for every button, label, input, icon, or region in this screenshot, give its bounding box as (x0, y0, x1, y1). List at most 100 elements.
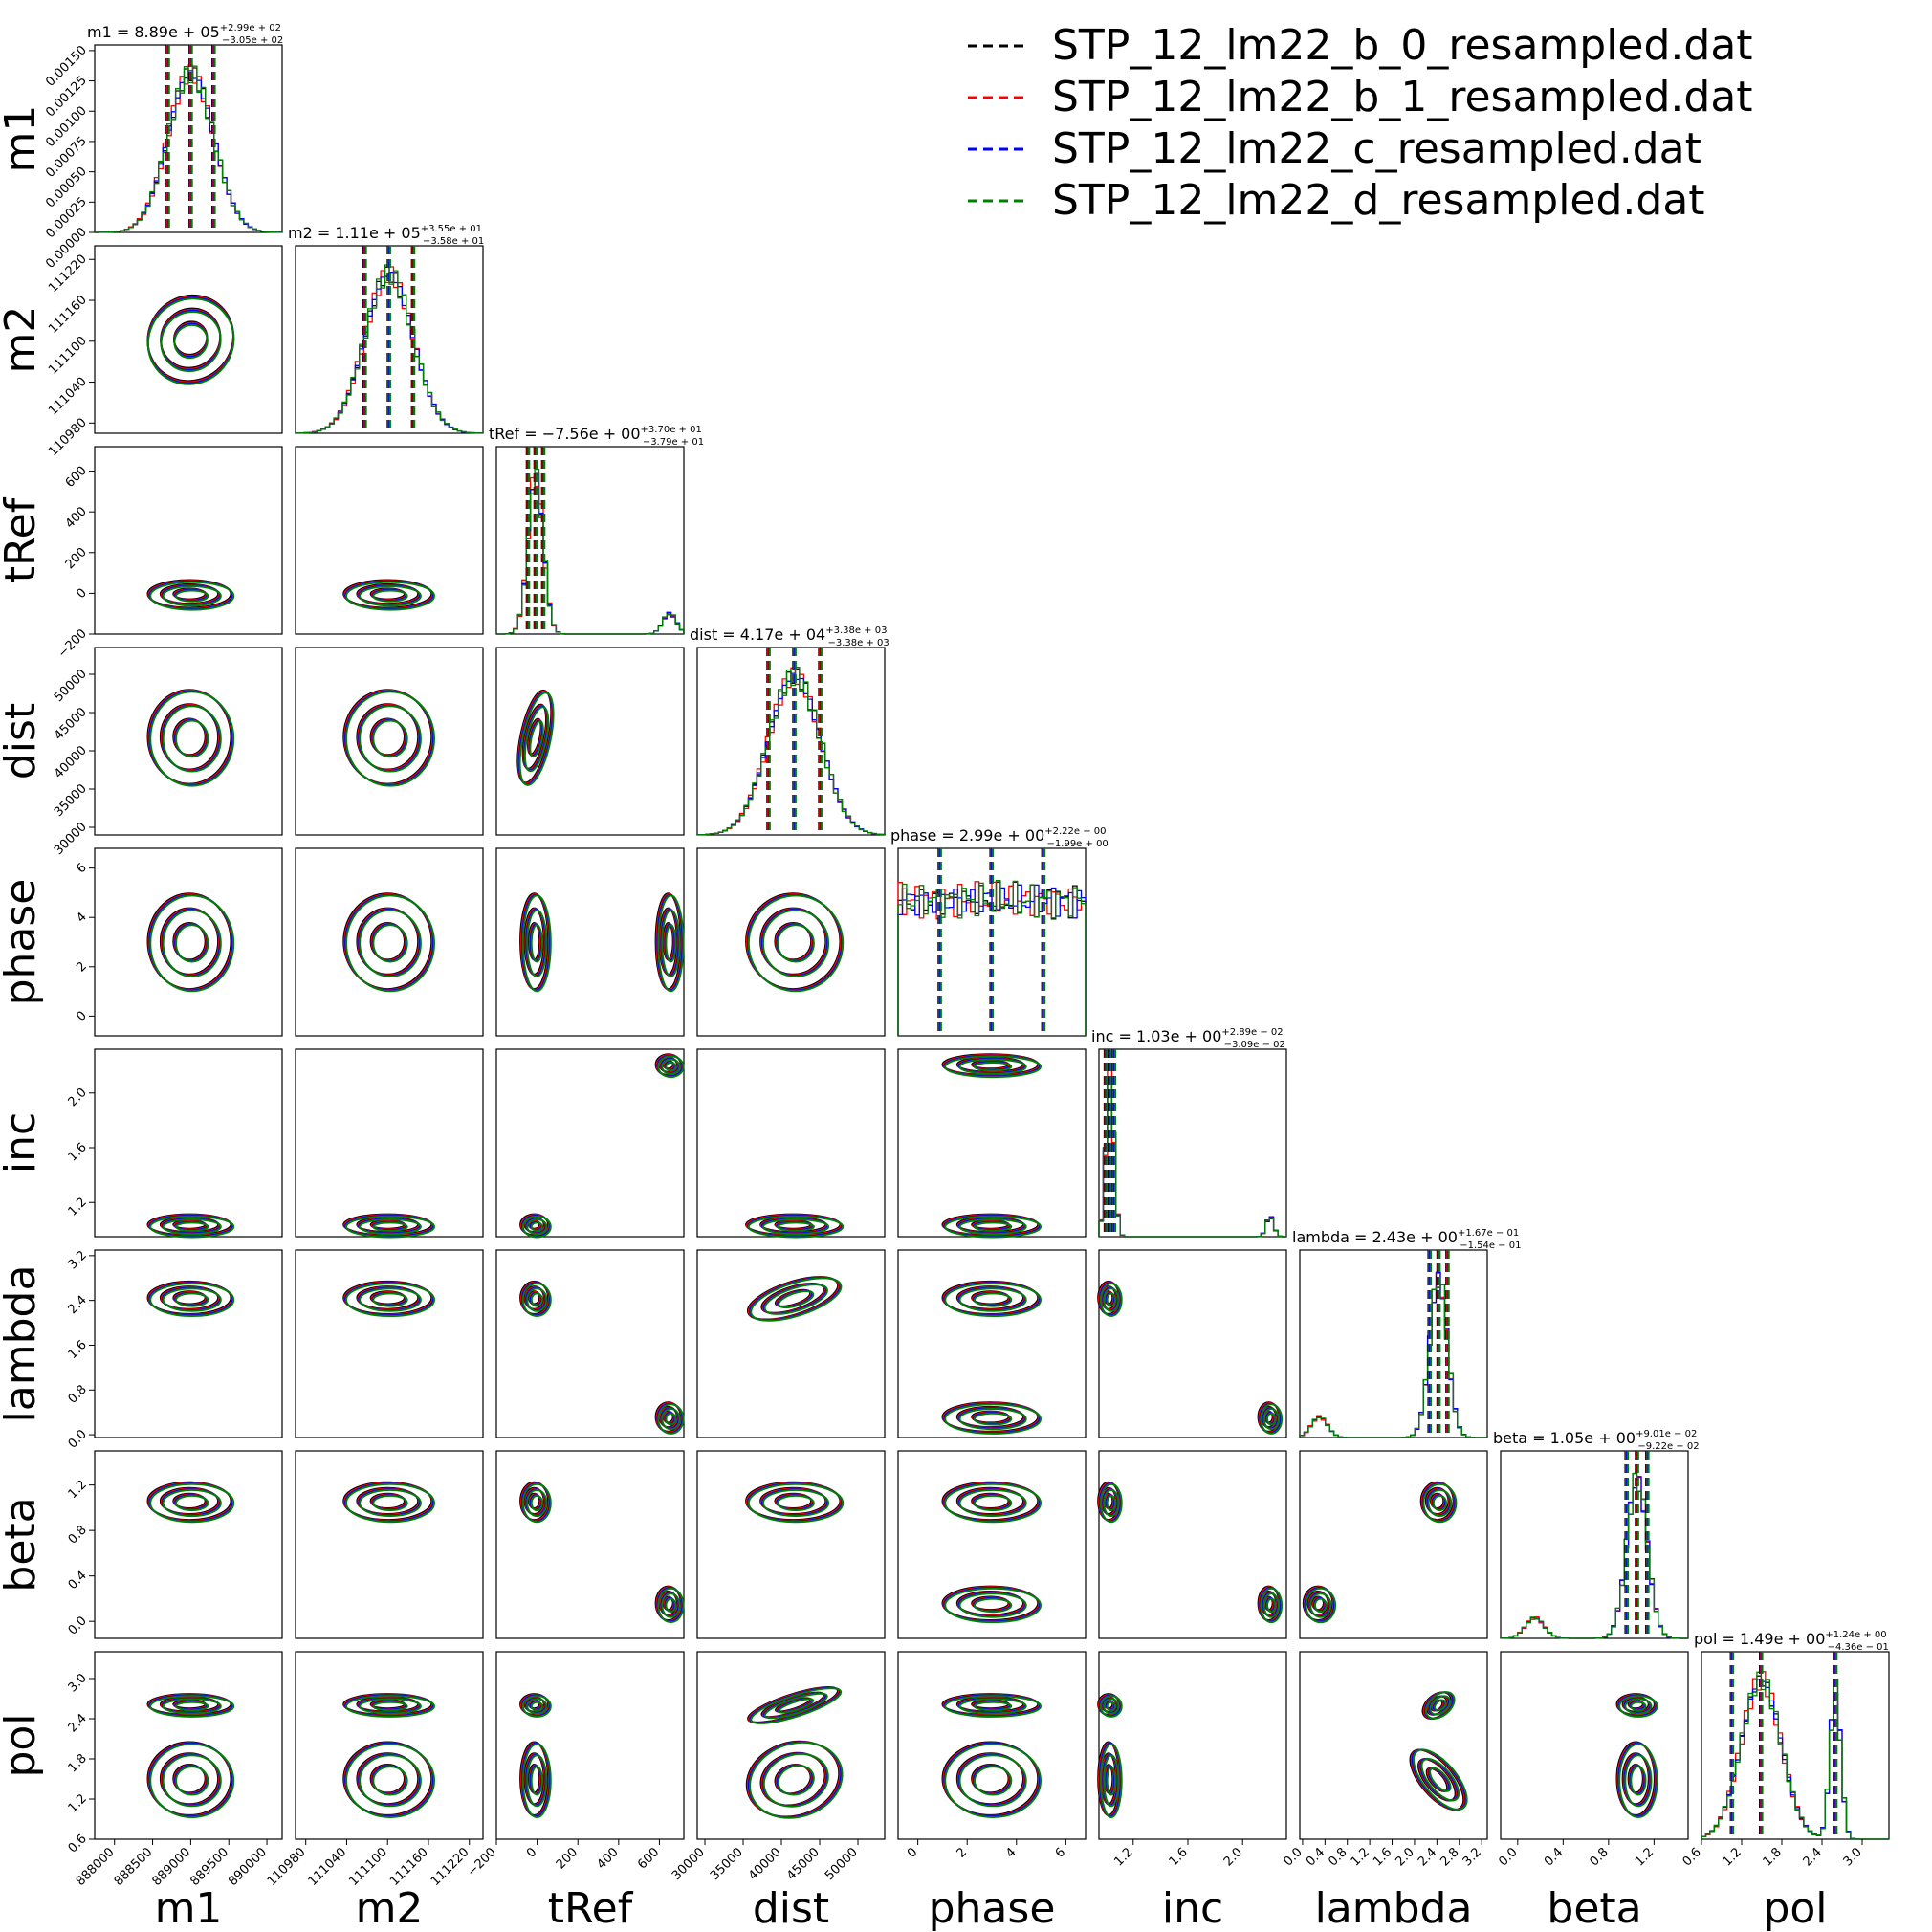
contour-line (973, 1292, 1013, 1307)
panel-frame (696, 847, 886, 1037)
x-tick-label: 30000 (670, 1845, 708, 1883)
contour-line (1106, 1494, 1117, 1512)
y-tick-label: 2 (74, 959, 89, 975)
contour-beta-vs-m2 (295, 1450, 484, 1639)
contour-line (777, 1765, 815, 1796)
contour-line (359, 1218, 422, 1236)
contour-line (521, 1695, 552, 1718)
histogram-pol: pol = 1.49e + 00+1.24e + 00 −4.36e − 01 0.… (1680, 1630, 1890, 1869)
contour-line (778, 1289, 815, 1309)
contour-line (175, 1292, 209, 1307)
histogram-inc: inc = 1.03e + 00+2.89e − 02 −3.09e − 02 (1091, 1027, 1287, 1238)
panel-frame (94, 1651, 283, 1840)
y-tick-label: 2.4 (66, 1711, 90, 1735)
contour-line (747, 894, 845, 993)
histogram-annotation: lambda = 2.43e + 00+1.67e − 01 −1.54e − 0… (1292, 1228, 1521, 1251)
contour-line (665, 924, 677, 963)
contour-line (1099, 1482, 1123, 1524)
contour-line (958, 1488, 1027, 1518)
contour-line (778, 1698, 815, 1714)
y-tick-label: 0.8 (66, 1523, 90, 1547)
contour-lambda-vs-m2 (295, 1249, 484, 1438)
x-axis-label-m1: m1 (155, 1884, 223, 1932)
contour-line (761, 1218, 830, 1236)
contour-beta-vs-m1: 0.0 0.4 0.8 1.2 (66, 1450, 283, 1639)
contour-line (1429, 1767, 1452, 1792)
contour-line (1305, 1587, 1337, 1624)
y-axis-label-phase: phase (0, 879, 45, 1006)
contour-inc-vs-m2 (295, 1048, 484, 1239)
contour-line (149, 1695, 235, 1718)
contour-line (372, 719, 408, 758)
contour-line (657, 1403, 685, 1435)
contour-line (750, 1687, 843, 1724)
histogram-step (1299, 1284, 1487, 1438)
contour-line (345, 1695, 435, 1718)
y-tick-label: 111040 (46, 375, 90, 419)
x-tick-label: 111040 (306, 1845, 350, 1889)
contour-line (1422, 1482, 1458, 1524)
contour-line (359, 705, 422, 773)
x-tick-label: 2.0 (1221, 1845, 1245, 1869)
panel-frame (696, 1450, 886, 1639)
contour-line (973, 1494, 1013, 1512)
contour-line (521, 894, 552, 993)
contour-line (661, 909, 681, 977)
legend-label: STP_12_lm22_c_resampled.dat (1052, 124, 1701, 173)
contour-line (372, 924, 408, 963)
histogram-lambda: lambda = 2.43e + 00+1.67e − 01 −1.54e − 0… (1292, 1228, 1521, 1438)
contour-line (958, 1287, 1027, 1312)
x-tick-label: 0.6 (1680, 1845, 1704, 1869)
y-tick-label: 0.0 (66, 1427, 90, 1451)
x-tick-label: 111220 (428, 1845, 472, 1889)
contour-line (973, 1597, 1013, 1614)
contour-line (1103, 1754, 1120, 1808)
x-tick-label: 888000 (74, 1845, 118, 1889)
x-axis-label-inc: inc (1162, 1884, 1223, 1932)
contour-line (750, 1277, 843, 1322)
y-tick-label: 35000 (52, 781, 90, 820)
contour-line (359, 1754, 422, 1808)
contour-line (661, 1408, 681, 1431)
y-tick-label: 0 (74, 1009, 89, 1024)
histogram-annotation: inc = 1.03e + 00+2.89e − 02 −3.09e − 02 (1091, 1027, 1285, 1050)
contour-line (944, 1587, 1042, 1624)
contour-line (777, 1221, 815, 1232)
x-tick-label: 0.8 (1326, 1845, 1350, 1869)
contour-line (175, 1766, 209, 1796)
contour-line (763, 1284, 828, 1315)
x-tick-label: 889500 (187, 1845, 231, 1889)
panel-frame (1299, 1249, 1488, 1438)
y-axis-label-dist: dist (0, 703, 45, 779)
contour-line (149, 1743, 235, 1819)
panel-frame (495, 446, 685, 635)
contour-line (661, 1058, 681, 1075)
contour-line (149, 1482, 235, 1524)
y-tick-label: 110980 (46, 416, 90, 460)
contour-line (162, 909, 222, 977)
panel-frame (1098, 1450, 1287, 1639)
contour-line (958, 1754, 1027, 1808)
y-tick-label: 200 (63, 545, 90, 572)
y-tick-label: 3.2 (66, 1248, 90, 1272)
contour-line (1099, 1283, 1123, 1317)
contour-tRef-vs-m1: −200 0 200 400 600 (55, 446, 283, 661)
x-tick-label: 0.0 (1496, 1845, 1520, 1869)
contour-line (747, 1482, 845, 1524)
histogram-m1: m1 = 8.89e + 05+2.99e + 02 −3.05e + 020.0… (43, 23, 283, 272)
contour-line (530, 1766, 543, 1796)
contour-line (1260, 1403, 1284, 1435)
contour-line (973, 1062, 1013, 1072)
x-tick-label: 0 (524, 1845, 539, 1860)
contour-line (958, 1592, 1027, 1618)
histogram-step (1500, 1472, 1688, 1639)
contour-line (973, 1701, 1013, 1712)
contour-line (372, 1701, 408, 1712)
contour-line (149, 691, 235, 787)
contour-lambda-vs-dist (696, 1249, 886, 1438)
y-tick-label: 111160 (46, 293, 90, 337)
contour-line (944, 1403, 1042, 1435)
panel-frame (295, 1048, 484, 1238)
y-tick-label: 4 (74, 910, 89, 925)
